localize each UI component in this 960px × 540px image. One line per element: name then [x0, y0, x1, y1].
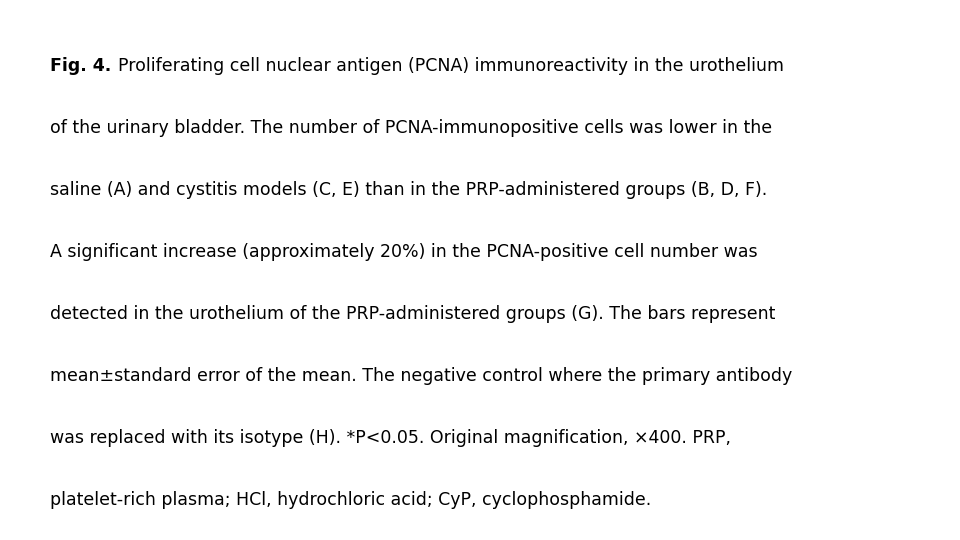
- Text: was replaced with its isotype (H). *P<0.05. Original magnification, ×400. PRP,: was replaced with its isotype (H). *P<0.…: [50, 429, 732, 447]
- Text: Fig. 4.: Fig. 4.: [50, 57, 111, 75]
- Text: Proliferating cell nuclear antigen (PCNA) immunoreactivity in the urothelium: Proliferating cell nuclear antigen (PCNA…: [117, 57, 783, 75]
- Text: of the urinary bladder. The number of PCNA-immunopositive cells was lower in the: of the urinary bladder. The number of PC…: [50, 119, 773, 137]
- Text: platelet-rich plasma; HCl, hydrochloric acid; CyP, cyclophosphamide.: platelet-rich plasma; HCl, hydrochloric …: [50, 491, 652, 509]
- Text: saline (A) and cystitis models (C, E) than in the PRP-administered groups (B, D,: saline (A) and cystitis models (C, E) th…: [50, 181, 768, 199]
- Text: A significant increase (approximately 20%) in the PCNA-positive cell number was: A significant increase (approximately 20…: [50, 243, 758, 261]
- Text: mean±standard error of the mean. The negative control where the primary antibody: mean±standard error of the mean. The neg…: [50, 367, 793, 385]
- Text: detected in the urothelium of the PRP-administered groups (G). The bars represen: detected in the urothelium of the PRP-ad…: [50, 305, 776, 323]
- Text: International Neurourology Journal 2016; 20: 188–: International Neurourology Journal 2016;…: [9, 157, 18, 383]
